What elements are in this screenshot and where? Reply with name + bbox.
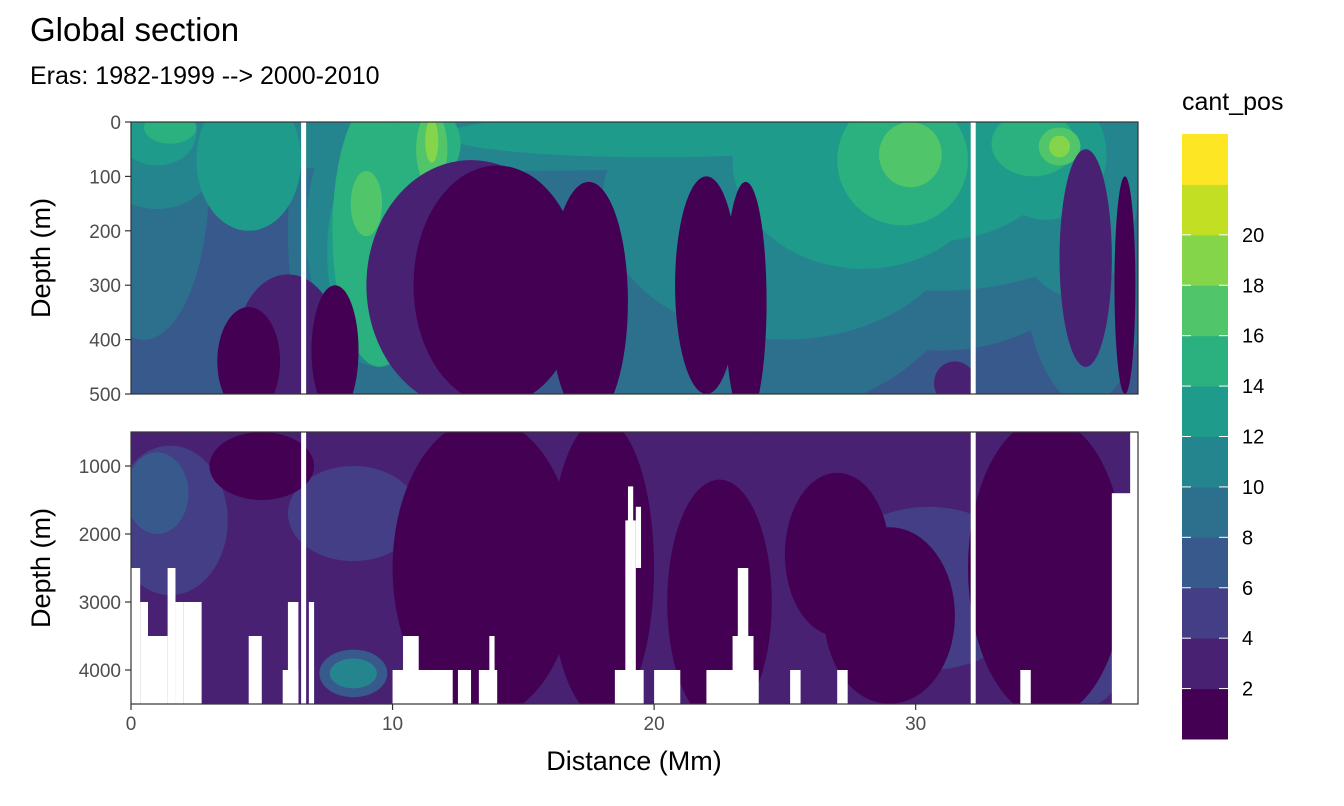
panel-upper: 0 100 200 300 400 500 bbox=[89, 113, 1139, 406]
x-tick-label: 30 bbox=[905, 714, 926, 735]
y-tick-label: 0 bbox=[110, 113, 121, 134]
legend-swatch bbox=[1182, 184, 1228, 236]
heatmap-region bbox=[217, 306, 281, 394]
chart-title: Global section bbox=[30, 11, 239, 48]
y-tick-label: 100 bbox=[89, 167, 121, 188]
legend-tick-label: 14 bbox=[1242, 376, 1264, 398]
legend-tick-label: 4 bbox=[1242, 628, 1253, 650]
heatmap-region bbox=[675, 176, 738, 394]
no-data-region bbox=[489, 636, 495, 704]
x-axis-title: Distance (Mm) bbox=[546, 746, 722, 776]
y-axis-title-upper: Depth (m) bbox=[26, 198, 56, 318]
no-data-region bbox=[308, 602, 315, 704]
heatmap-region bbox=[209, 432, 315, 500]
y-tick-label: 2000 bbox=[79, 525, 121, 546]
no-data-region bbox=[183, 602, 202, 704]
section-gap-line bbox=[970, 122, 976, 394]
legend: cant_pos 2 4 6 8 10 12 14 16 18 20 bbox=[1182, 88, 1283, 740]
y-tick-label: 200 bbox=[89, 222, 121, 243]
heatmap-region bbox=[392, 432, 576, 704]
heatmap-field-upper bbox=[131, 122, 1138, 394]
panel-border bbox=[130, 121, 1139, 395]
no-data-region bbox=[654, 670, 681, 704]
legend-swatch bbox=[1182, 486, 1228, 538]
y-tick-label: 300 bbox=[89, 276, 121, 297]
heatmap-region bbox=[287, 465, 419, 562]
heatmap-region bbox=[311, 285, 359, 394]
no-data-region bbox=[140, 602, 149, 704]
legend-swatch bbox=[1182, 285, 1228, 337]
heatmap-region bbox=[1059, 149, 1112, 367]
legend-swatch bbox=[1182, 436, 1228, 488]
y-tick-label: 500 bbox=[89, 385, 121, 406]
panel-border bbox=[130, 431, 1139, 705]
legend-swatch bbox=[1182, 688, 1228, 740]
no-data-region bbox=[837, 670, 848, 704]
x-tick-label: 10 bbox=[382, 714, 403, 735]
legend-swatch bbox=[1182, 134, 1228, 185]
legend-swatch bbox=[1182, 386, 1228, 437]
heatmap-region bbox=[1049, 135, 1070, 158]
no-data-region bbox=[737, 568, 749, 704]
no-data-region bbox=[167, 568, 176, 704]
x-tick-label: 20 bbox=[644, 714, 665, 735]
legend-tick-label: 2 bbox=[1242, 679, 1253, 701]
no-data-region bbox=[635, 506, 642, 568]
no-data-region bbox=[287, 602, 299, 704]
heatmap-field-lower bbox=[131, 432, 1138, 704]
heatmap-region bbox=[724, 181, 767, 394]
legend-swatch bbox=[1182, 234, 1228, 286]
legend-swatch bbox=[1182, 537, 1228, 589]
heatmap-region bbox=[196, 122, 301, 231]
panel-lower: 1000 2000 3000 4000 0 10 20 30 bbox=[79, 431, 1139, 735]
heatmap-region bbox=[425, 122, 439, 163]
legend-swatch bbox=[1182, 587, 1228, 639]
legend-swatch bbox=[1182, 638, 1228, 690]
no-data-region bbox=[627, 486, 634, 704]
legend-title: cant_pos bbox=[1182, 88, 1283, 116]
heatmap-region bbox=[413, 165, 581, 394]
y-tick-label: 1000 bbox=[79, 457, 121, 478]
no-data-region bbox=[457, 670, 472, 704]
heatmap-region bbox=[968, 432, 1125, 704]
heatmap-region bbox=[824, 527, 955, 704]
legend-tick-label: 6 bbox=[1242, 578, 1253, 600]
legend-swatch bbox=[1182, 335, 1228, 387]
section-gap-line bbox=[301, 432, 307, 704]
y-tick-label: 400 bbox=[89, 331, 121, 352]
heatmap-region bbox=[350, 170, 383, 237]
legend-tick-label: 20 bbox=[1242, 225, 1264, 247]
no-data-region bbox=[148, 636, 168, 704]
y-tick-label: 4000 bbox=[79, 661, 121, 682]
no-data-region bbox=[1130, 432, 1138, 704]
legend-tick-label: 18 bbox=[1242, 275, 1264, 297]
x-tick-label: 0 bbox=[126, 714, 137, 735]
heatmap-region bbox=[549, 181, 628, 394]
no-data-region bbox=[1020, 670, 1031, 704]
heatmap-region bbox=[329, 658, 377, 689]
panels: 0 100 200 300 400 500 1000 2000 3000 4000 0 10 20 30 bbox=[79, 113, 1139, 735]
y-tick-label: 3000 bbox=[79, 593, 121, 614]
y-axis-title-lower: Depth (m) bbox=[26, 508, 56, 628]
section-gap-line bbox=[970, 432, 976, 704]
heatmap-region bbox=[131, 452, 189, 534]
no-data-region bbox=[175, 602, 184, 704]
no-data-region bbox=[131, 568, 141, 704]
heatmap-region bbox=[144, 122, 197, 144]
no-data-region bbox=[248, 636, 262, 704]
no-data-region bbox=[282, 670, 299, 704]
legend-tick-label: 16 bbox=[1242, 326, 1264, 348]
section-gap-line bbox=[301, 122, 307, 394]
no-data-region bbox=[392, 670, 453, 704]
no-data-region bbox=[403, 636, 419, 704]
heatmap-region bbox=[933, 361, 976, 394]
legend-tick-label: 12 bbox=[1242, 427, 1264, 449]
legend-tick-label: 10 bbox=[1242, 477, 1264, 499]
chart-subtitle: Eras: 1982-1999 --> 2000-2010 bbox=[30, 62, 380, 90]
legend-tick-label: 8 bbox=[1242, 527, 1253, 549]
heatmap-region bbox=[1114, 176, 1136, 394]
no-data-region bbox=[790, 670, 801, 704]
heatmap-region bbox=[879, 122, 942, 188]
